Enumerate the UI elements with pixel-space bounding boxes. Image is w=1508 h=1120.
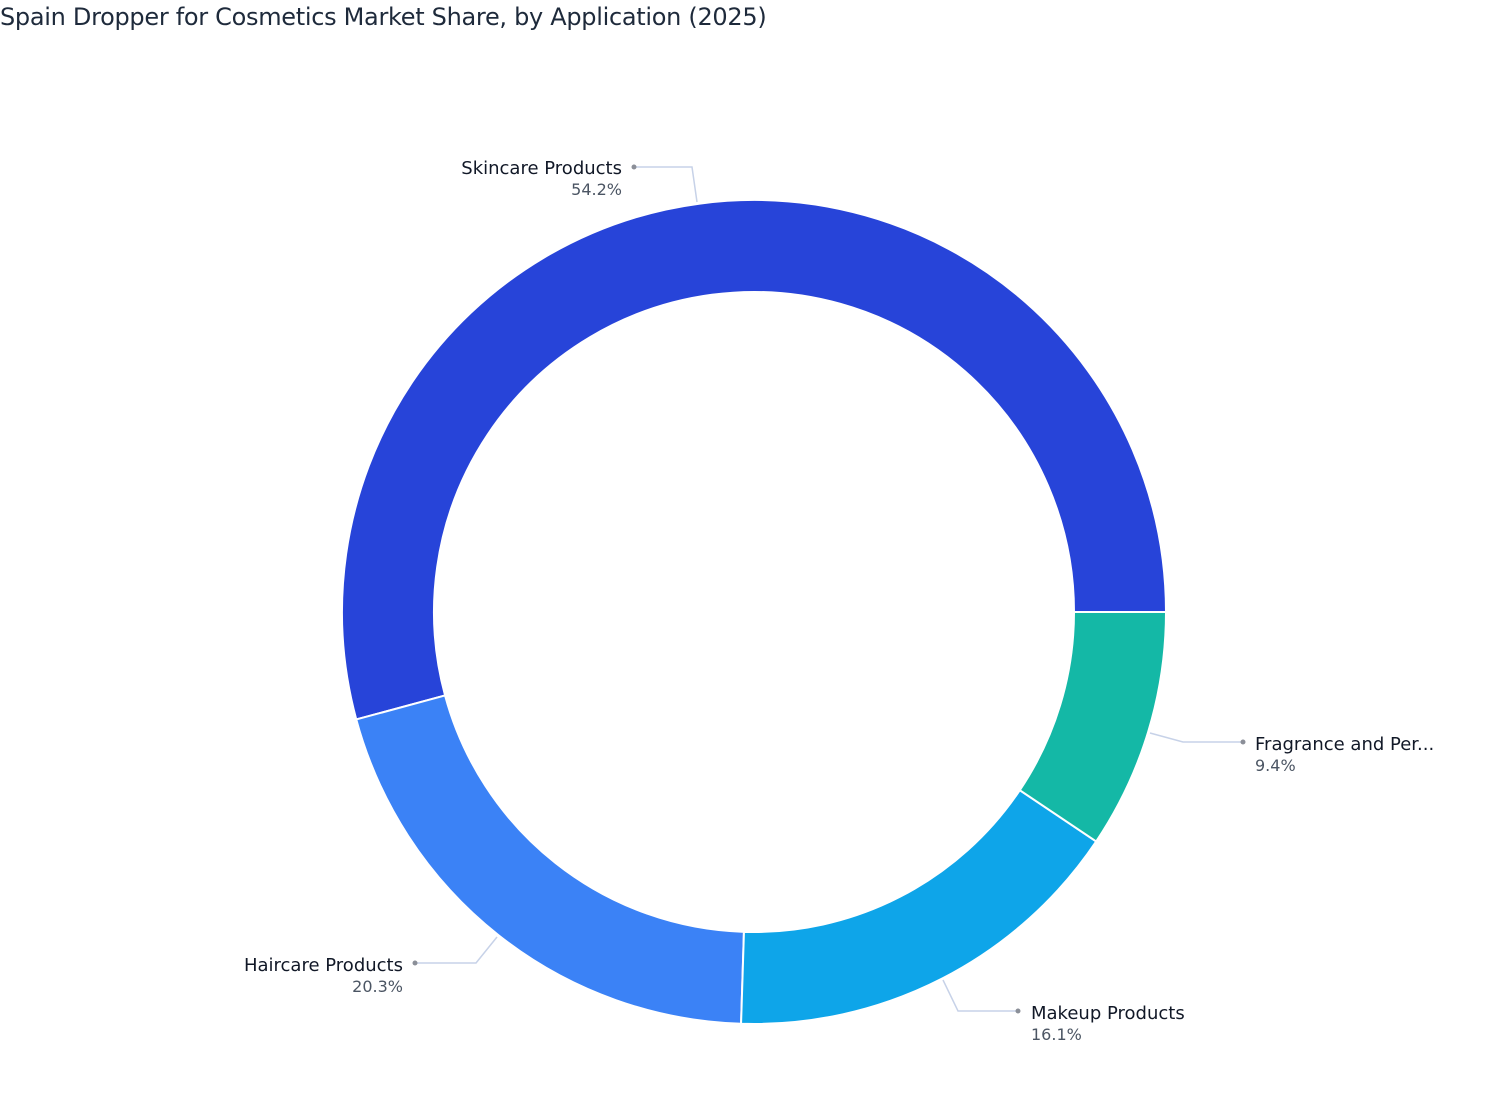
slice-label: Skincare Products bbox=[461, 158, 622, 179]
slice-label: Haircare Products bbox=[244, 955, 403, 976]
slice-value-label: 16.1% bbox=[1031, 1025, 1082, 1044]
donut-slice-haircare-products[interactable] bbox=[355, 694, 745, 1025]
donut-slice-makeup-products[interactable] bbox=[740, 788, 1098, 1025]
leader-line bbox=[634, 166, 698, 203]
slice-label: Fragrance and Per... bbox=[1255, 734, 1434, 755]
chart-title: Spain Dropper for Cosmetics Market Share… bbox=[0, 3, 767, 31]
leader-dot bbox=[1240, 739, 1246, 745]
leader-line bbox=[1149, 732, 1243, 743]
leader-dot bbox=[631, 164, 637, 170]
leader-line bbox=[415, 936, 498, 964]
slice-label: Makeup Products bbox=[1031, 1003, 1185, 1024]
slice-value-label: 9.4% bbox=[1255, 756, 1296, 775]
donut-slice-skincare-products[interactable] bbox=[341, 199, 1168, 721]
leader-dot bbox=[1015, 1008, 1021, 1014]
slice-value-label: 54.2% bbox=[571, 180, 622, 199]
slice-value-label: 20.3% bbox=[352, 977, 403, 996]
leader-dot bbox=[412, 960, 418, 966]
donut-slice-fragrance-and-per[interactable] bbox=[1018, 611, 1168, 843]
leader-line bbox=[942, 979, 1018, 1012]
